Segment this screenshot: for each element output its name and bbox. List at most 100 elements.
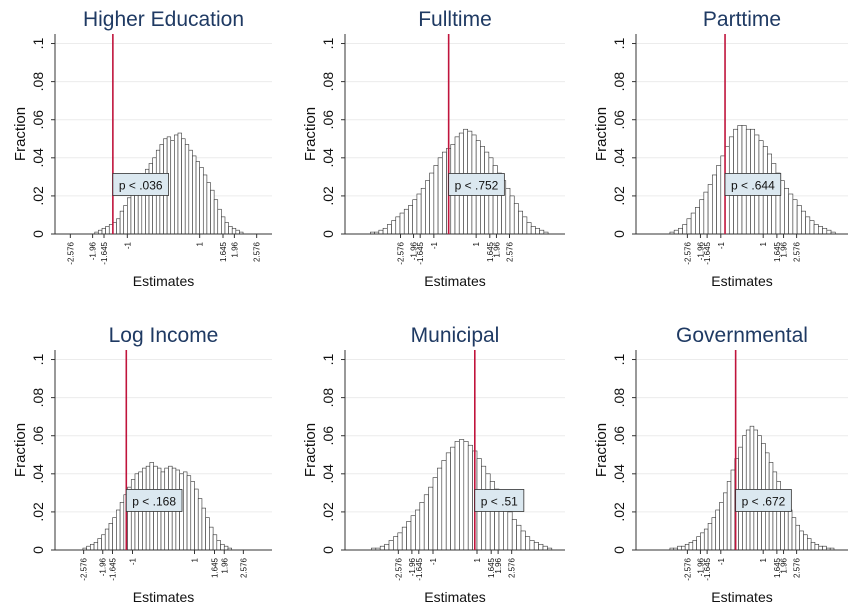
histogram-bar (726, 481, 732, 551)
x-tick-label: -1 (430, 241, 439, 249)
y-tick-label: 0 (611, 546, 627, 554)
histogram-bar (826, 229, 832, 235)
histogram-bar (235, 229, 240, 235)
histogram-bar (715, 509, 720, 551)
histogram-bar (707, 523, 713, 551)
histogram-bar (415, 509, 421, 551)
p-value-label: p < .168 (132, 494, 176, 508)
y-tick-label: .04 (611, 464, 627, 484)
histogram-bar (787, 509, 793, 551)
panel-title: Parttime (703, 8, 781, 31)
y-tick-label: .02 (320, 186, 336, 206)
histogram-bar (220, 543, 225, 551)
histogram-bar (529, 540, 535, 551)
x-axis-label: Estimates (133, 273, 194, 289)
x-tick-label: 1 (472, 241, 481, 246)
x-tick-label: 1.96 (220, 557, 229, 573)
histogram-bar (533, 542, 539, 551)
panel-title: Higher Education (83, 8, 244, 31)
histogram-bar (792, 199, 798, 235)
y-tick-label: .04 (320, 148, 336, 168)
x-tick-label: -1 (717, 241, 726, 249)
histogram-bar (408, 205, 413, 235)
histogram-bar (429, 172, 435, 235)
histogram-bar (542, 545, 548, 551)
histogram-bar (98, 229, 103, 235)
histogram-bar (799, 530, 804, 551)
y-tick-label: .06 (320, 110, 336, 130)
histogram-bar (813, 224, 819, 235)
histogram-bar (454, 441, 460, 551)
x-tick-label: 1.96 (780, 241, 789, 257)
histogram-bar (749, 425, 755, 551)
histogram-bar (522, 216, 528, 235)
histogram-bar (387, 224, 392, 235)
x-tick-label: -1 (123, 241, 132, 249)
x-tick-label: -2.576 (397, 241, 406, 264)
y-tick-label: .1 (30, 353, 46, 365)
p-value-label: p < .752 (455, 178, 499, 192)
histogram-bar (723, 492, 728, 551)
histogram-bar (703, 191, 709, 235)
histogram-bar (223, 545, 229, 551)
histogram-bar (467, 444, 473, 551)
histogram-bar (97, 538, 102, 551)
y-tick-label: .04 (320, 464, 336, 484)
histogram-bar (406, 521, 412, 551)
histogram-bar (535, 227, 540, 235)
annotation-box (125, 489, 183, 512)
p-value-label: p < .644 (731, 178, 775, 192)
y-axis-label: Fraction (12, 423, 29, 477)
panel-title: Governmental (676, 324, 808, 347)
x-axis-label: Estimates (711, 273, 772, 289)
histogram-bar (186, 475, 192, 551)
y-tick-label: .02 (611, 502, 627, 522)
annotation-box (724, 173, 782, 196)
x-tick-label: -1.96 (408, 557, 417, 576)
histogram-bar (507, 511, 513, 551)
x-tick-label: -1.645 (703, 557, 712, 580)
histogram-bar (538, 543, 544, 551)
histogram-bar (425, 180, 430, 235)
histogram-bar (395, 216, 401, 235)
histogram-bar (201, 507, 206, 551)
x-tick-label: 2.576 (508, 557, 517, 578)
histogram-bar (119, 502, 125, 551)
histogram-bar (231, 227, 237, 235)
histogram-bar (445, 452, 451, 551)
x-tick-label: 2.576 (239, 557, 248, 578)
y-tick-label: .08 (611, 388, 627, 408)
histogram-bar (397, 532, 403, 551)
histogram-bar (104, 528, 110, 551)
y-tick-label: .04 (611, 148, 627, 168)
x-tick-label: -2.576 (683, 241, 692, 264)
histogram-bar (212, 534, 218, 551)
histogram-bar (437, 467, 443, 551)
histogram-bar (677, 545, 682, 551)
x-tick-label: -1.645 (703, 241, 712, 264)
x-tick-label: 1.645 (773, 241, 782, 262)
x-axis-label: Estimates (711, 589, 772, 605)
x-tick-label: 1 (759, 557, 768, 562)
histogram-bar (433, 165, 439, 235)
y-tick-label: .1 (611, 37, 627, 49)
histogram-bar (730, 469, 736, 551)
y-tick-label: 0 (30, 230, 46, 238)
y-tick-label: .02 (30, 186, 46, 206)
histogram-bar (183, 471, 188, 551)
histogram-bar (485, 473, 491, 551)
histogram-bar (795, 524, 800, 551)
histogram-bar (379, 545, 385, 551)
histogram-bar (516, 524, 522, 551)
histogram-bar (511, 519, 517, 551)
histogram-bar (450, 446, 456, 551)
histogram-panel: 0 .02 .04 .06 .08 .1 -2.576 -1.96-1.645 -1 1 1.645… (302, 324, 565, 605)
histogram-bar (539, 229, 545, 235)
y-tick-label: .08 (320, 388, 336, 408)
histogram-bar (699, 199, 705, 235)
histogram-panel: 0 .02 .04 .06 .08 .1 -2.576 -1.96-1.645 -1 1 1.645… (12, 324, 272, 605)
histogram-panel: 0 .02 .04 .06 .08 .1 -2.576 -1.96-1.645 -1 1 1.645… (593, 8, 848, 289)
histogram-bar (712, 174, 717, 235)
x-tick-label: -2.576 (66, 241, 75, 264)
histogram-bar (206, 182, 211, 235)
